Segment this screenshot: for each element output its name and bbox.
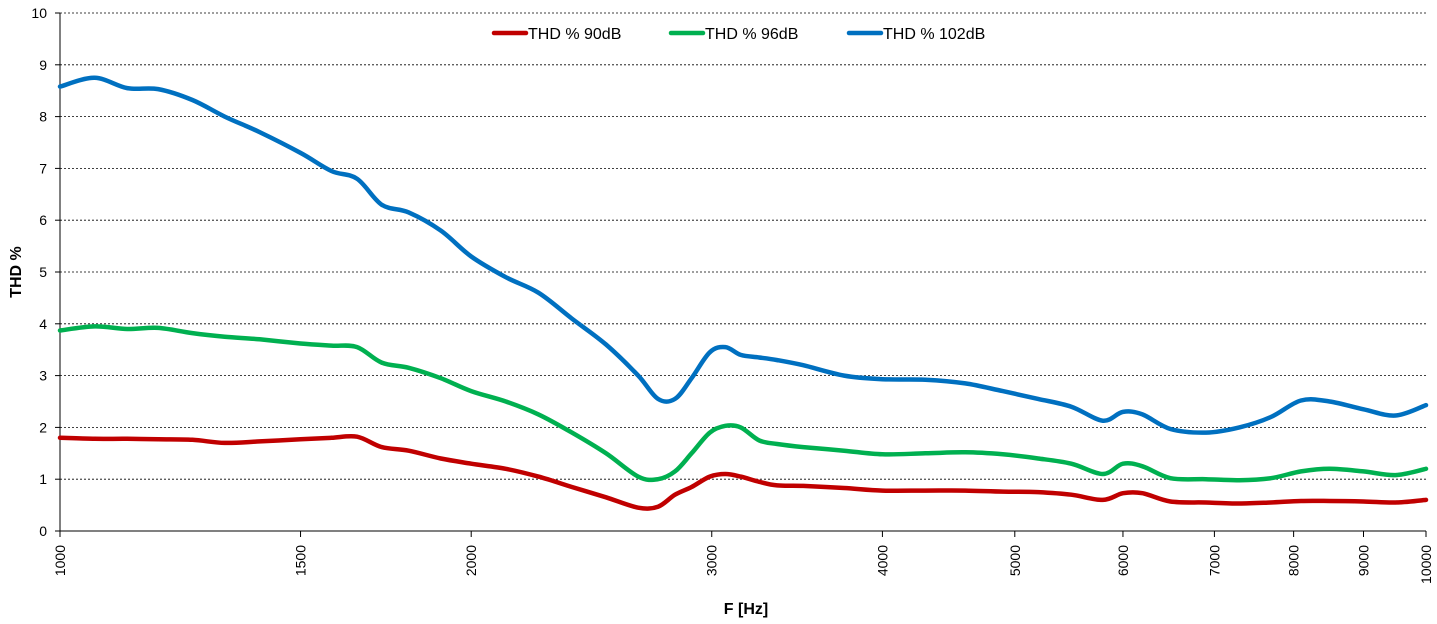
- x-tick-label: 9000: [1355, 545, 1371, 576]
- legend-item-3: THD % 102dB: [846, 26, 985, 43]
- x-axis-ticks: 1000 1500 2000 3000 4000 5000 6000 7000 8000 9000…: [52, 531, 1434, 584]
- gridlines: [60, 12, 1426, 480]
- x-tick-label: 7000: [1206, 545, 1222, 576]
- x-tick-label: 4000: [874, 545, 890, 576]
- y-tick-label: 8: [39, 109, 47, 125]
- legend-item-1: THD % 90dB: [491, 26, 621, 43]
- x-tick-label: 3000: [704, 545, 720, 576]
- y-tick-label: 7: [39, 160, 47, 176]
- series-line-1: [57, 433, 1429, 511]
- x-tick-label: 10000: [1418, 545, 1434, 584]
- series-line-2: [57, 324, 1429, 483]
- y-tick-label: 4: [39, 316, 47, 332]
- x-tick-label: 8000: [1286, 545, 1302, 576]
- legend: THD % 90dB THD % 96dB THD % 102dB: [491, 26, 985, 43]
- x-tick-label: 1000: [52, 545, 68, 576]
- y-axis-title: THD %: [8, 246, 25, 298]
- legend-label: THD % 96dB: [705, 26, 798, 43]
- x-axis-title: F [Hz]: [724, 601, 768, 618]
- y-axis-ticks: 0 1 2 3 4 5 6 7 8 9 10: [31, 5, 60, 539]
- x-tick-label: 2000: [463, 545, 479, 576]
- x-tick-label: 6000: [1115, 545, 1131, 576]
- y-tick-label: 2: [39, 419, 47, 435]
- legend-label: THD % 102dB: [883, 26, 985, 43]
- legend-label: THD % 90dB: [528, 26, 621, 43]
- y-tick-label: 10: [31, 5, 47, 21]
- y-tick-label: 1: [39, 471, 47, 487]
- x-tick-label: 5000: [1007, 545, 1023, 576]
- y-tick-label: 5: [39, 264, 47, 280]
- y-tick-label: 3: [39, 368, 47, 384]
- series-line-3: [57, 75, 1429, 435]
- legend-item-2: THD % 96dB: [668, 26, 798, 43]
- x-tick-label: 1500: [293, 545, 309, 576]
- y-tick-label: 0: [39, 523, 47, 539]
- y-tick-label: 9: [39, 57, 47, 73]
- y-tick-label: 6: [39, 212, 47, 228]
- series-lines: [57, 75, 1429, 511]
